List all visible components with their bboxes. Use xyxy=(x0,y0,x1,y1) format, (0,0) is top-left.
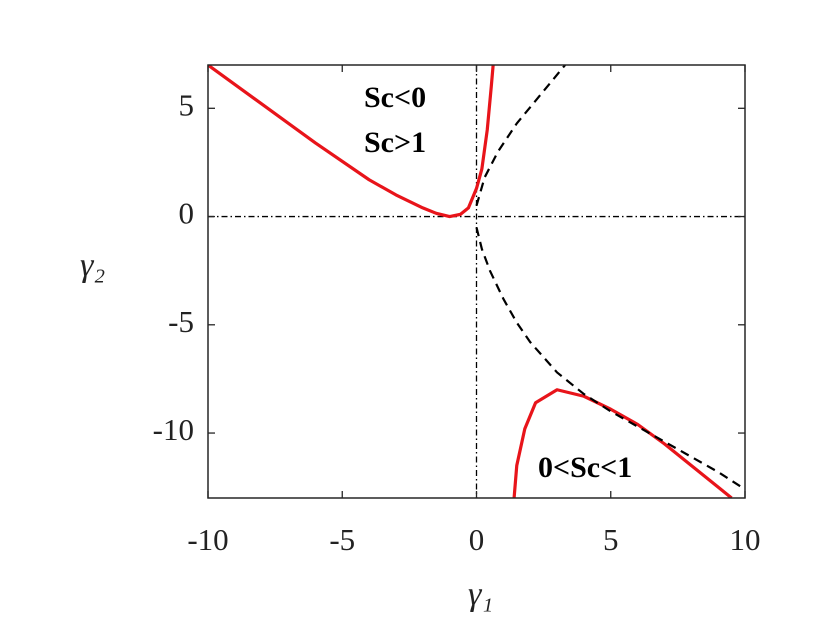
x-tick-label: 5 xyxy=(603,522,619,557)
annotation: Sc<0 xyxy=(364,81,426,114)
x-tick-label: -5 xyxy=(329,522,355,557)
plot-area xyxy=(208,65,745,498)
curve xyxy=(208,65,495,219)
curve xyxy=(475,65,566,207)
y-tick-label: -5 xyxy=(168,304,194,339)
x-axis-label: γ₁ xyxy=(468,576,493,613)
annotation: 0<Sc<1 xyxy=(538,451,632,484)
y-tick-label: 5 xyxy=(179,87,195,122)
y-tick-label: -10 xyxy=(153,412,194,447)
y-tick-label: 0 xyxy=(179,196,195,231)
curve xyxy=(475,227,745,491)
y-axis-label: γ₂ xyxy=(80,247,105,284)
annotation: Sc>1 xyxy=(364,126,426,159)
x-tick-label: 0 xyxy=(469,522,485,557)
x-tick-label: -10 xyxy=(187,522,228,557)
x-tick-label: 10 xyxy=(730,522,761,557)
